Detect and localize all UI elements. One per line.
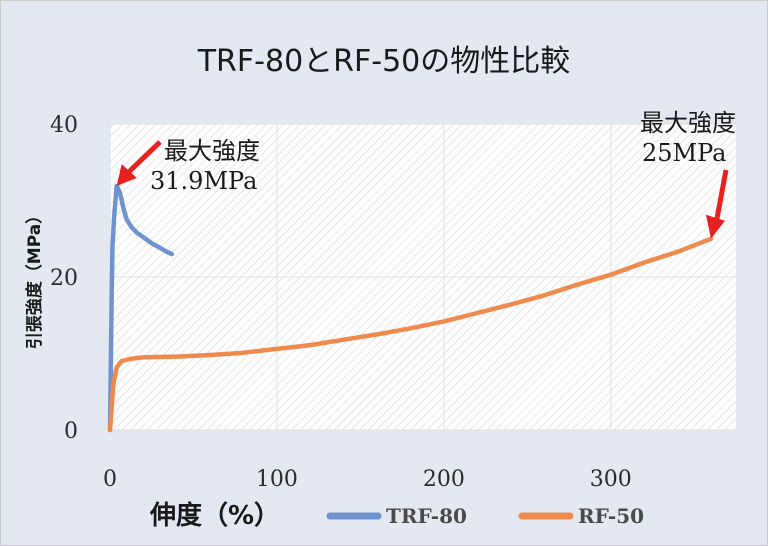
y-tick-label: 0 — [64, 419, 78, 444]
annotation-line: 最大強度 — [640, 109, 736, 137]
series-layer — [107, 183, 714, 433]
y-tick-label: 20 — [50, 266, 78, 291]
annotation-arrow-head — [705, 214, 725, 239]
x-tick-label: 0 — [103, 467, 117, 492]
annotation-line: 31.9MPa — [150, 167, 257, 195]
annotation-trf-80-max: 最大強度 31.9MPa — [116, 137, 260, 195]
annotation-rf-50-max: 最大強度 25MPa — [640, 109, 736, 239]
x-tick-label: 200 — [423, 467, 465, 492]
chart-title: TRF-80とRF-50の物性比較 — [197, 44, 571, 79]
y-tick-labels: 0 20 40 — [50, 113, 78, 444]
legend-label-trf-80: TRF-80 — [386, 504, 467, 528]
legend-label-rf-50: RF-50 — [578, 504, 644, 528]
y-axis-label: 引張強度（MPa） — [24, 207, 45, 349]
legend: TRF-80 RF-50 — [326, 504, 644, 528]
annotation-arrow-head — [116, 163, 137, 186]
annotation-text: 最大強度 31.9MPa — [150, 137, 260, 195]
annotation-arrow-shaft — [714, 169, 729, 220]
annotation-line: 最大強度 — [164, 137, 260, 165]
series-line-rf-50 — [107, 236, 714, 433]
x-tick-labels: 0 100 200 300 — [103, 467, 632, 492]
annotation-line: 25MPa — [642, 139, 727, 167]
x-tick-label: 100 — [256, 467, 298, 492]
y-tick-label: 40 — [50, 113, 78, 138]
series-line-trf-80 — [107, 183, 175, 433]
x-axis-label: 伸度（%） — [149, 500, 280, 531]
x-tick-label: 300 — [590, 467, 632, 492]
annotation-text: 最大強度 25MPa — [640, 109, 736, 167]
annotation-arrow-shaft — [124, 140, 162, 176]
